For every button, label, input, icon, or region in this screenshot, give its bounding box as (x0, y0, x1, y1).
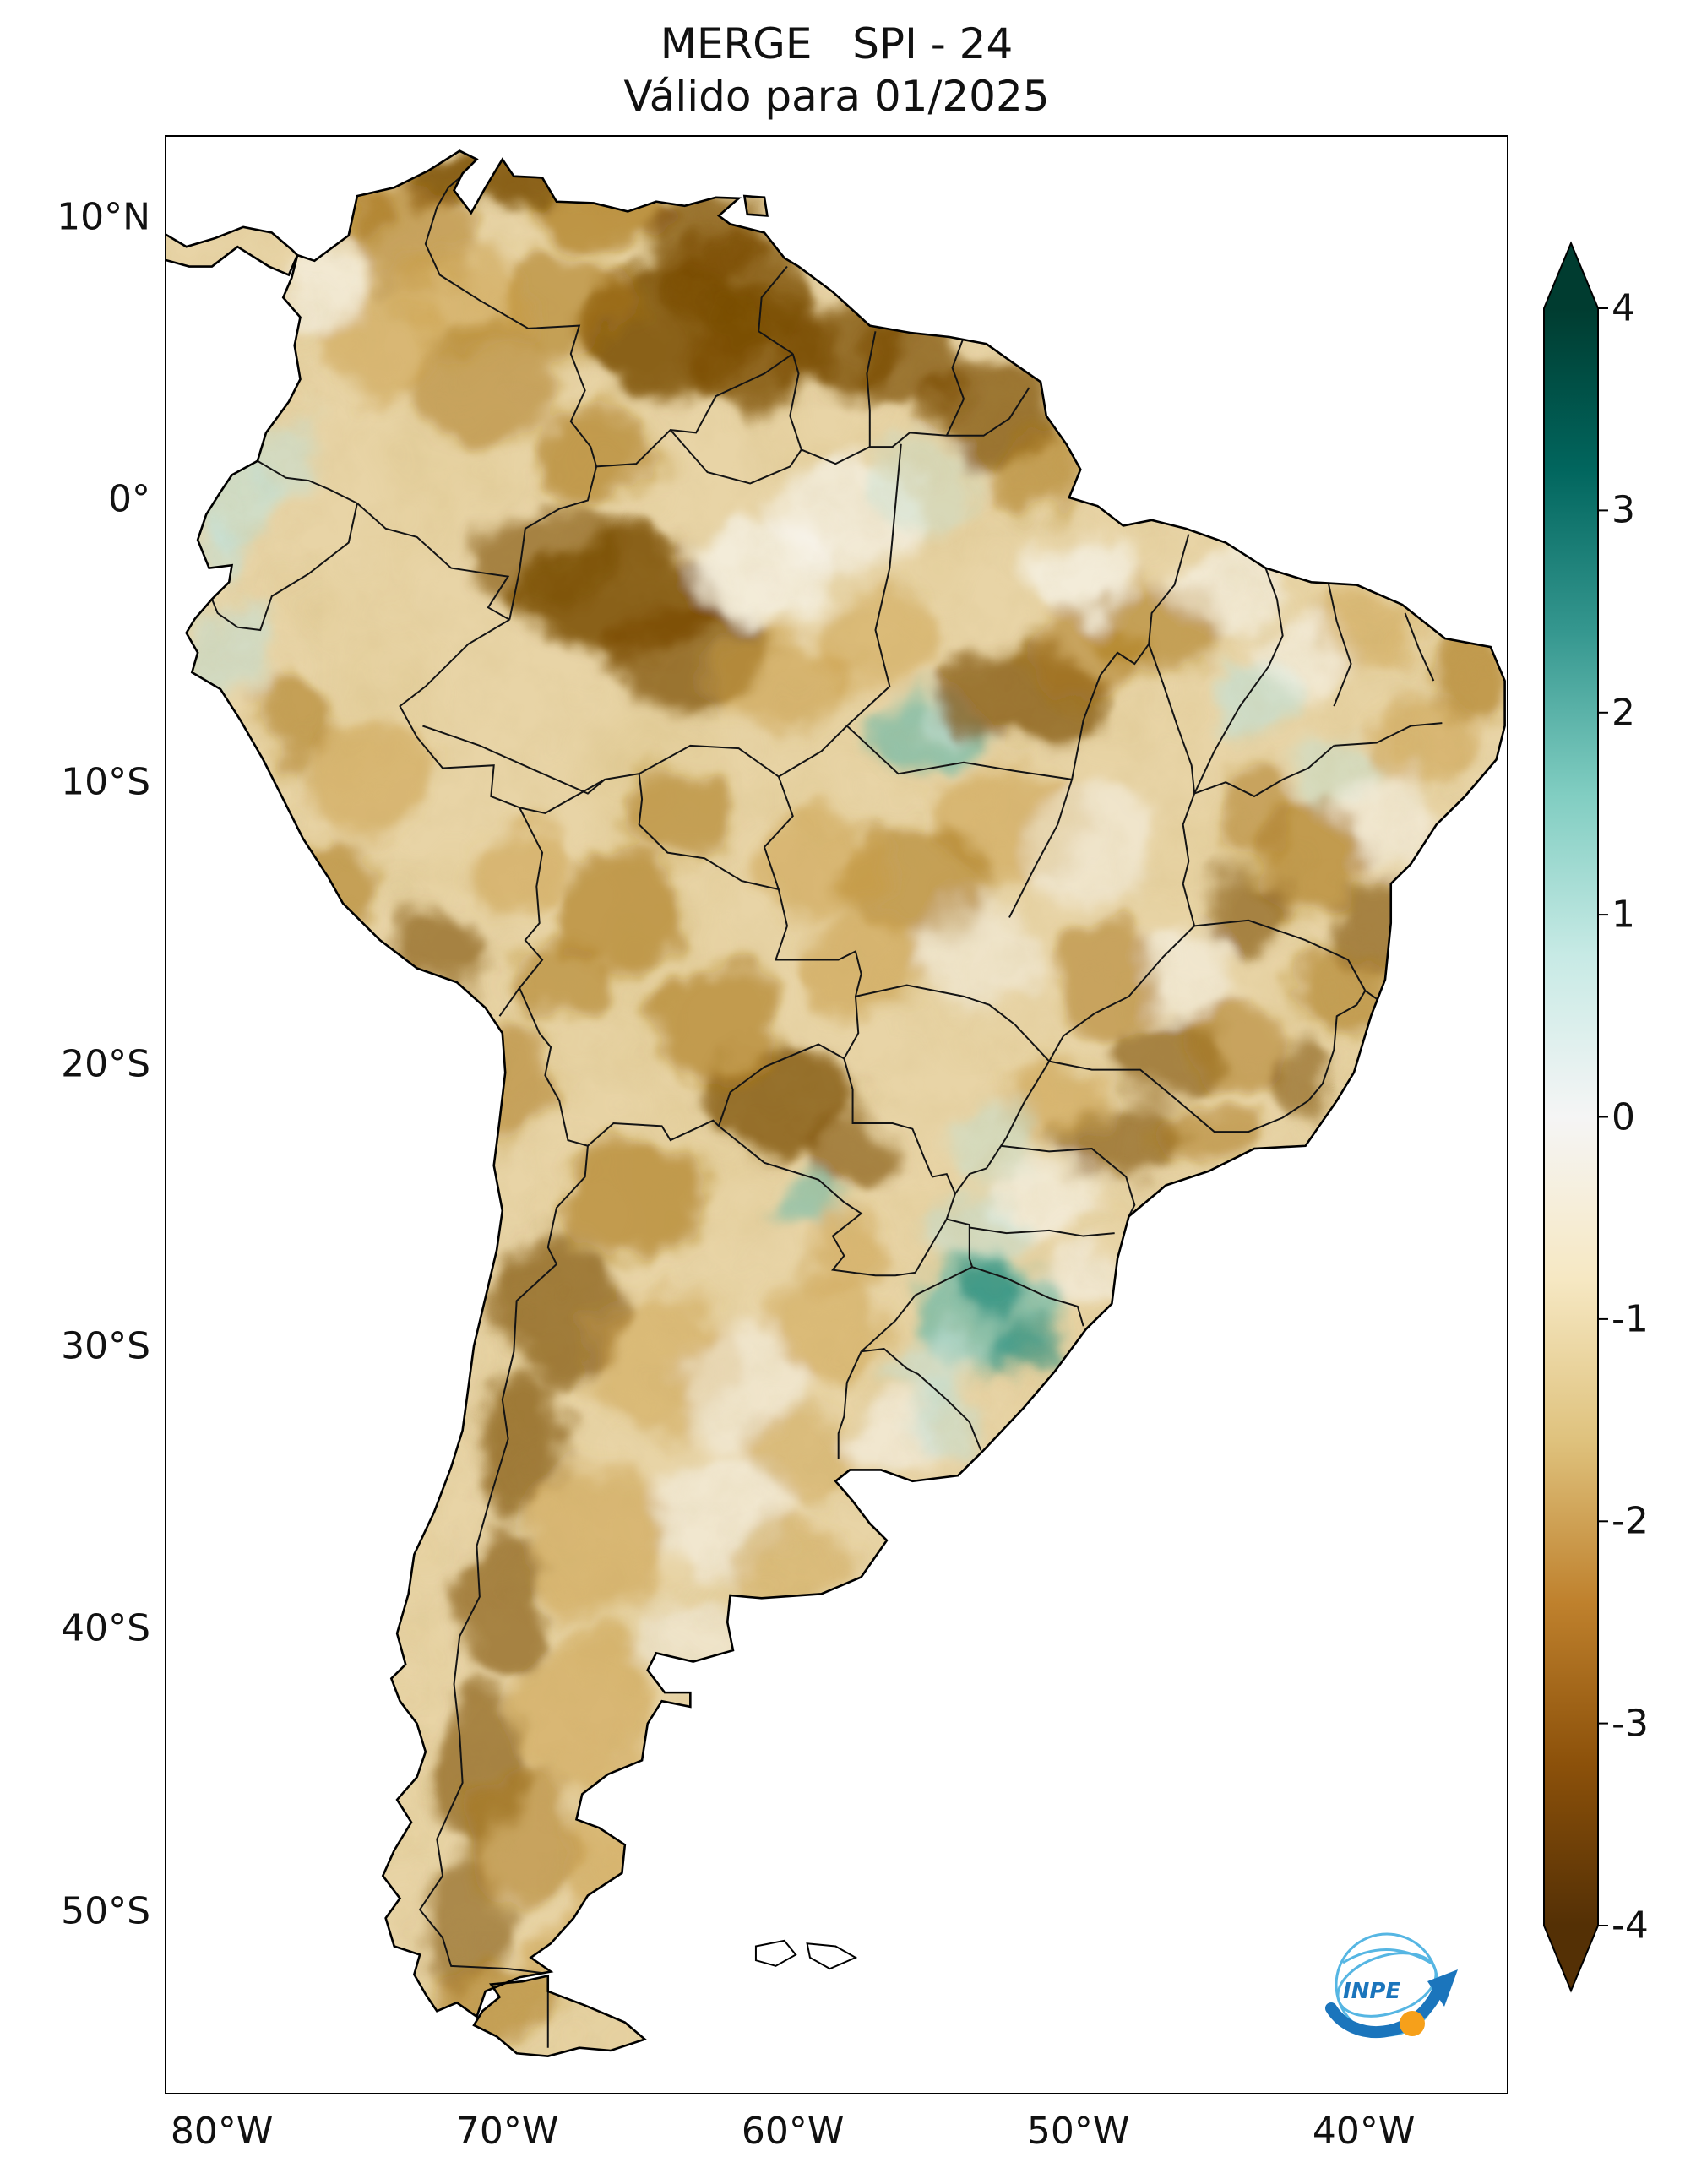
south-america-spi-map (166, 149, 1506, 2057)
inpe-orange-dot-icon (1400, 2011, 1425, 2036)
colorbar-tick-label: 3 (1612, 488, 1635, 532)
lat-tick-label: 40°S (61, 1606, 150, 1650)
lat-tick-label: 10°S (61, 760, 150, 804)
lon-tick-label: 70°W (455, 2110, 559, 2153)
colorbar-tick-label: -2 (1612, 1499, 1649, 1543)
inpe-logo-text: INPE (1343, 1979, 1400, 2004)
colorbar-tick-label: 4 (1612, 286, 1635, 330)
colorbar-tick-label: 1 (1612, 893, 1635, 937)
map-plot-area: INPE (165, 135, 1508, 2094)
map-subtitle: Válido para 01/2025 (623, 72, 1050, 121)
colorbar-extend-max (1544, 243, 1598, 308)
country-borders (211, 166, 1443, 2048)
colorbar-tick-label: -1 (1612, 1297, 1649, 1341)
colorbar-tick-label: 0 (1612, 1095, 1635, 1138)
colorbar-tick-label: -4 (1612, 1904, 1649, 1948)
inpe-logo: INPE (1302, 1904, 1480, 2073)
colorbar (1543, 241, 1608, 1993)
lat-tick-label: 30°S (61, 1324, 150, 1368)
inpe-arrowhead-icon (1427, 1969, 1458, 2007)
colorbar-tick-label: -3 (1612, 1702, 1649, 1746)
lon-tick-label: 60°W (741, 2110, 845, 2153)
map-title: MERGE SPI - 24 (660, 19, 1014, 68)
lon-tick-label: 50°W (1026, 2110, 1130, 2153)
colorbar-gradient (1544, 308, 1598, 1926)
lat-tick-label: 20°S (61, 1042, 150, 1086)
lon-tick-label: 40°W (1312, 2110, 1416, 2153)
colorbar-extend-min (1544, 1926, 1598, 1991)
coastline (166, 149, 1506, 2057)
land-raster (166, 150, 1505, 2056)
lat-tick-label: 10°N (57, 195, 150, 239)
inpe-arrow-icon (1325, 1986, 1443, 2039)
colorbar-tick-label: 2 (1612, 691, 1635, 735)
lat-tick-label: 0° (108, 477, 150, 521)
lon-tick-label: 80°W (170, 2110, 274, 2153)
lat-tick-label: 50°S (61, 1889, 150, 1933)
